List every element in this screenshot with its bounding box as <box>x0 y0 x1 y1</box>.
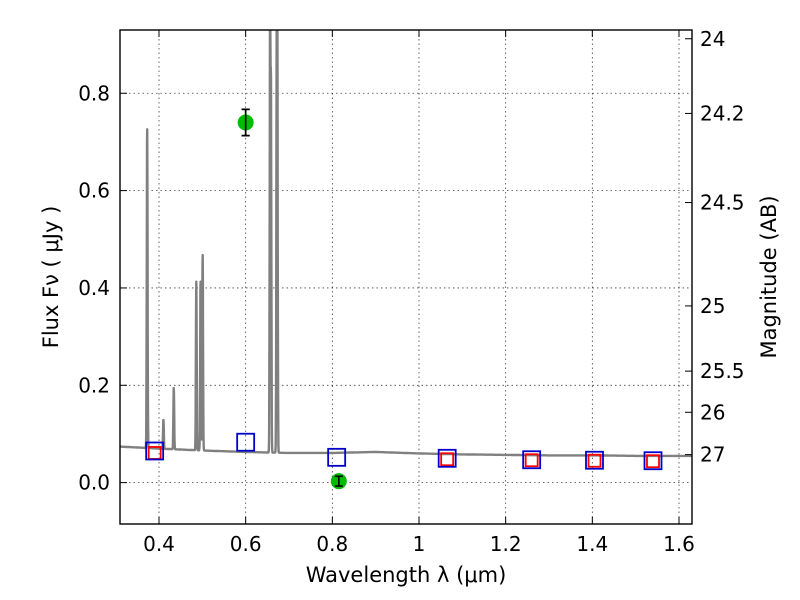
x-axis-ticks: 0.4 0.6 0.8 1 1.2 1.4 1.6 <box>143 30 695 556</box>
grid-layer <box>120 30 692 524</box>
y-tick-label: 0.6 <box>78 179 110 203</box>
magnitude-tick-label: 25.5 <box>700 359 745 383</box>
y-axis-ticks: 0.0 0.2 0.4 0.6 0.8 <box>78 81 127 495</box>
magnitude-tick-label: 27 <box>700 443 725 467</box>
magnitude-tick-label: 25 <box>700 294 725 318</box>
y-tick-label: 0.8 <box>78 81 110 105</box>
observed-photometry-point <box>522 450 542 470</box>
magnitude-tick-label: 24.5 <box>700 191 745 215</box>
observed-photometry-point <box>437 448 457 468</box>
observed-photometry-point <box>643 451 663 471</box>
y-tick-label: 0.0 <box>78 471 110 495</box>
magnitude-tick-label: 24.2 <box>700 101 745 125</box>
model-photometry-point <box>524 453 539 468</box>
magnitude-tick-label: 24 <box>700 27 725 51</box>
x-tick-label: 0.6 <box>230 532 262 556</box>
y-axis-label: Flux Fν ( μJy ) <box>39 206 63 349</box>
model-photometry-point <box>587 453 602 468</box>
model-photometry-point <box>646 454 660 469</box>
observed-photometry-point <box>327 447 347 467</box>
magnitude-axis-ticks: 24 24.2 24.5 25 25.5 26 27 <box>685 27 745 467</box>
x-tick-label: 1.6 <box>663 532 695 556</box>
observed-photometry-point <box>236 432 256 452</box>
x-axis-label: Wavelength λ (μm) <box>306 563 507 587</box>
x-tick-label: 1.2 <box>490 532 522 556</box>
series-layer <box>120 30 692 490</box>
y-tick-label: 0.2 <box>78 373 110 397</box>
observed-photometry-point <box>585 450 604 470</box>
x-tick-label: 0.8 <box>316 532 348 556</box>
x-tick-label: 1.4 <box>576 532 608 556</box>
model-photometry-point <box>440 452 455 467</box>
x-tick-label: 1 <box>413 532 426 556</box>
magnitude-tick-label: 26 <box>700 400 725 424</box>
y-tick-label: 0.4 <box>78 276 110 300</box>
magnitude-axis-label: Magnitude (AB) <box>757 195 781 358</box>
x-tick-label: 0.4 <box>143 532 175 556</box>
observed-photometry-point <box>145 441 165 461</box>
plot-frame <box>119 29 693 525</box>
